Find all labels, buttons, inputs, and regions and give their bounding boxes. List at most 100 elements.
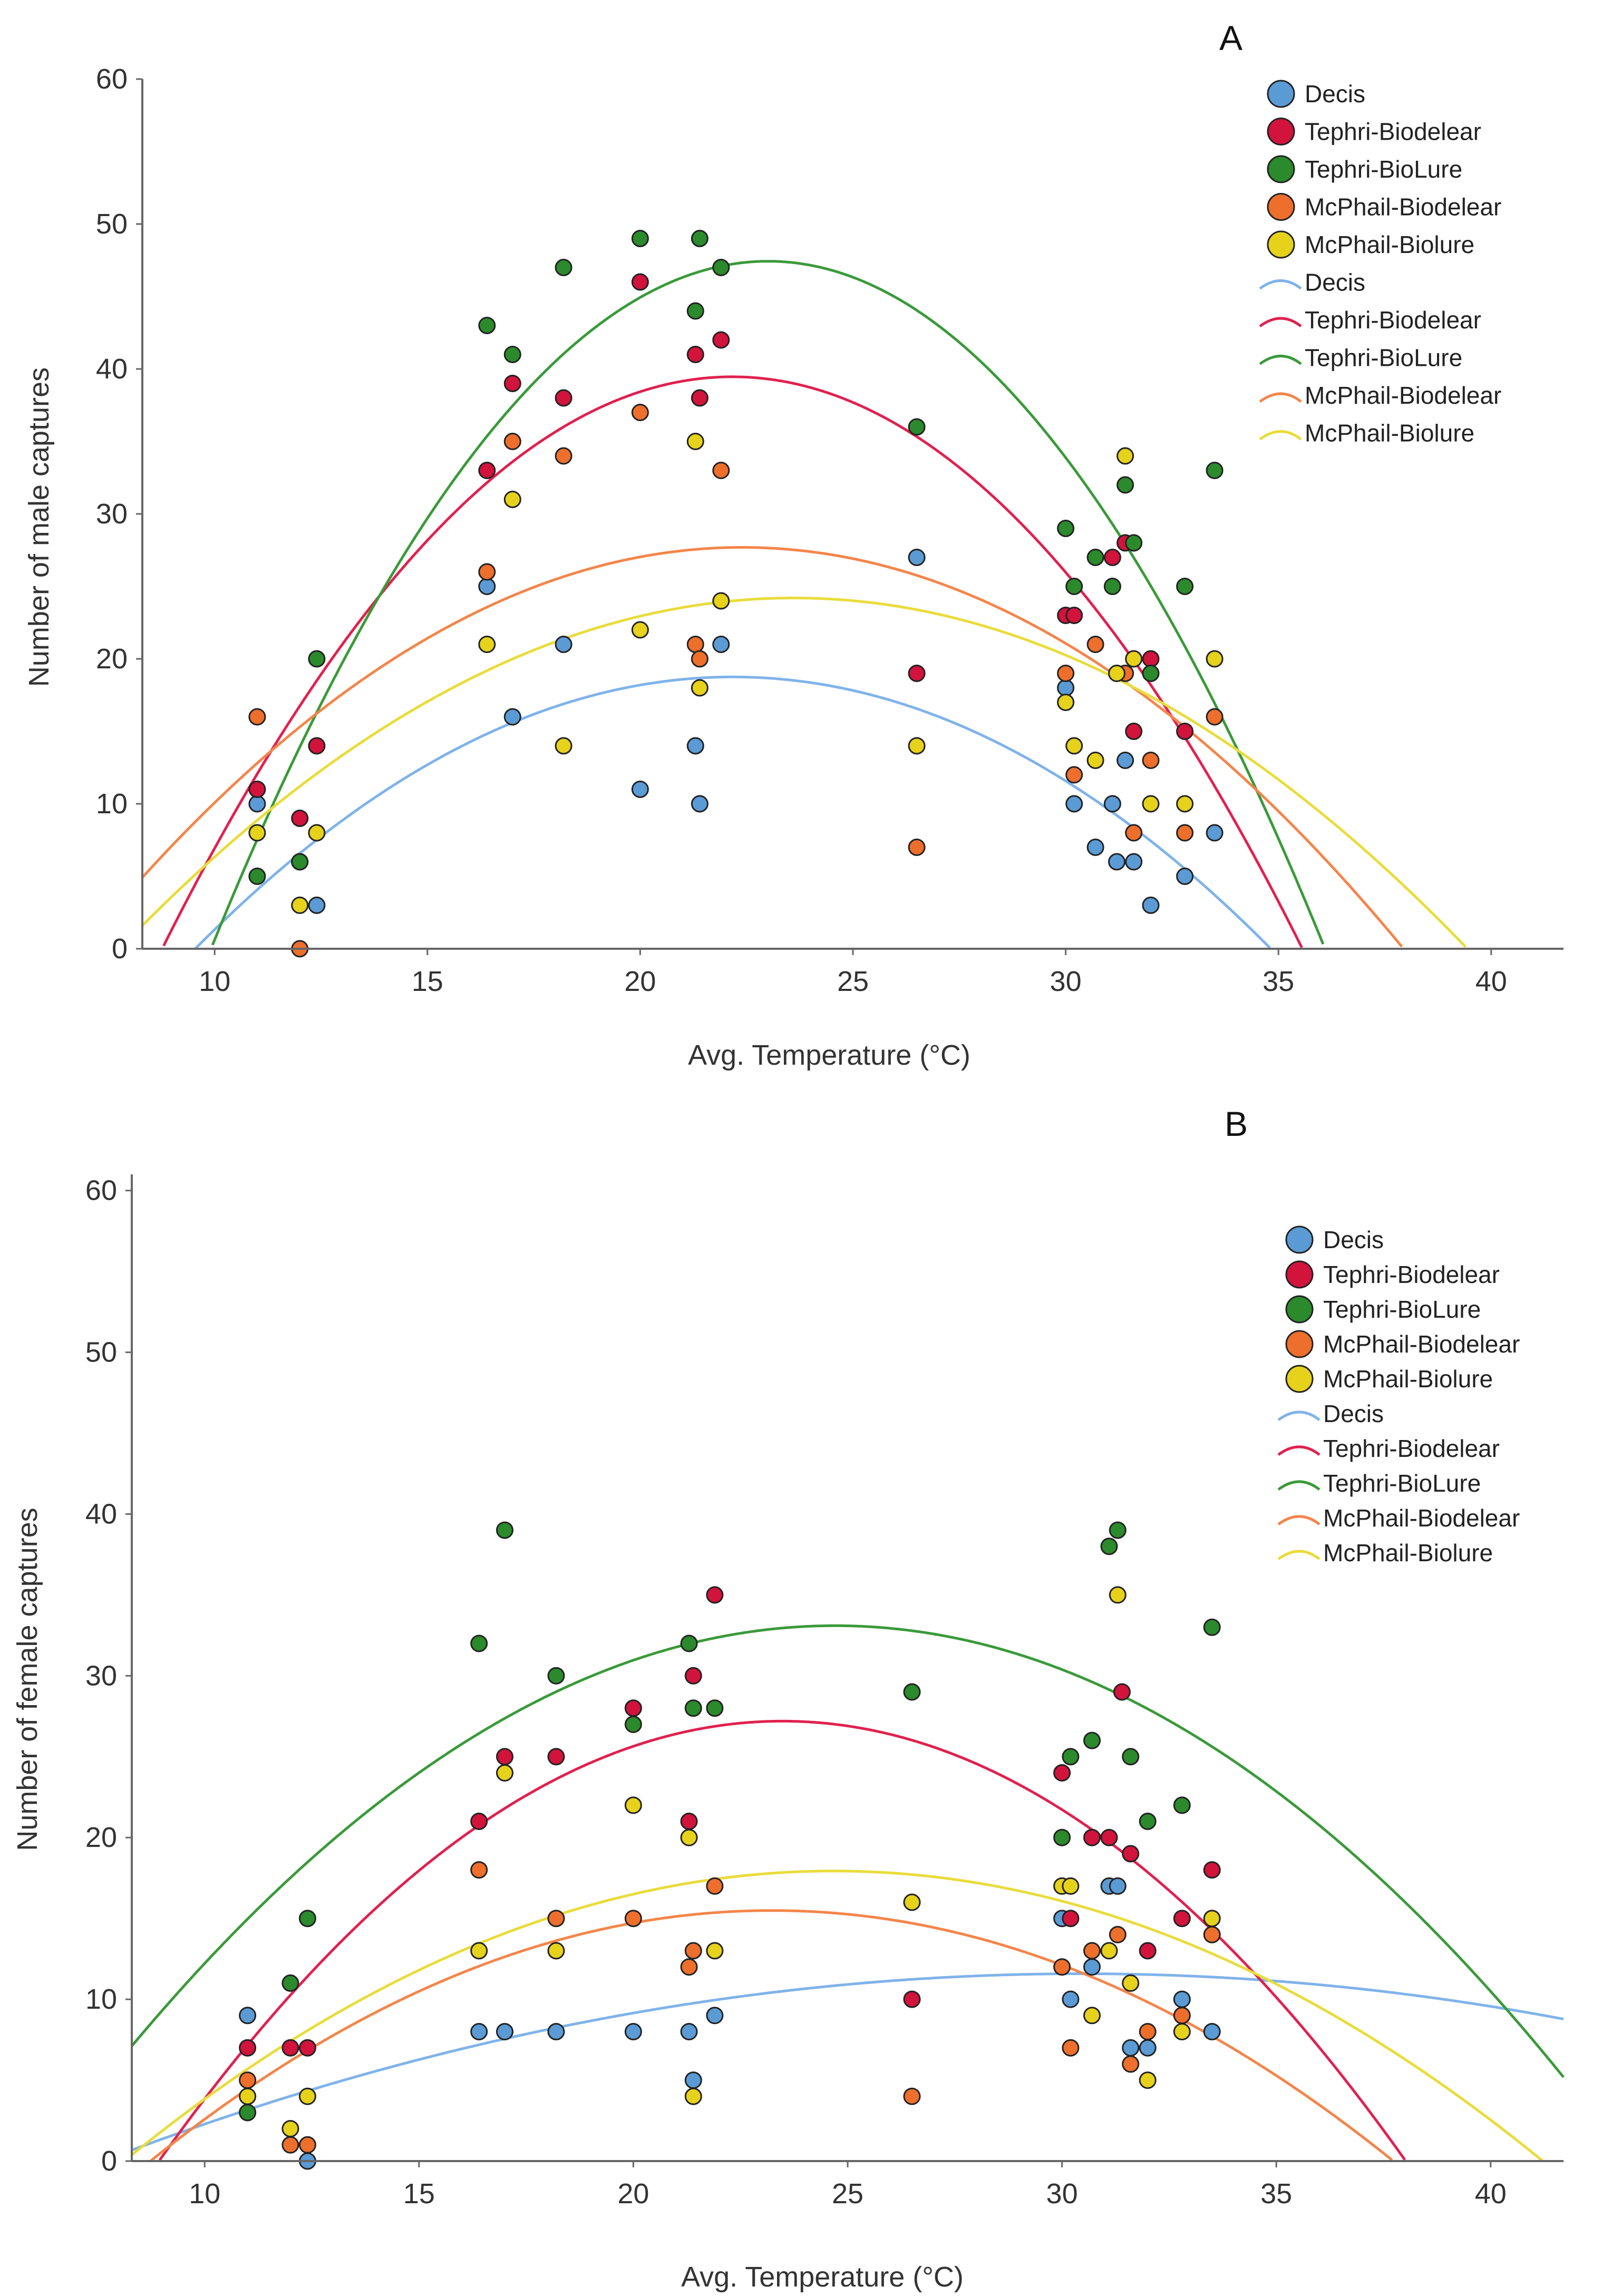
data-point-mcphail-biodelear (1203, 1925, 1221, 1943)
legend-marker-tephri-biodelear (1267, 118, 1295, 145)
data-point-mcphail-biodelear (478, 563, 496, 581)
panel-b-chart: B 0 10 20 30 40 50 60 10 15 20 25 30 35 40 Avg. Tempe… (12, 1104, 1565, 2293)
data-point-tephri-biolure (478, 317, 496, 334)
x-tick-label: 40 (1475, 2178, 1507, 2210)
data-point-mcphail-biodelear (1206, 708, 1224, 726)
data-point-decis (1057, 679, 1075, 697)
legend-marker-tephri-biodelear (1285, 1260, 1314, 1289)
legend-marker-tephri-biolure (1267, 155, 1295, 183)
data-point-decis (691, 795, 708, 813)
data-point-mcphail-biolure (1057, 694, 1075, 711)
data-point-mcphail-biolure (686, 433, 704, 450)
data-point-tephri-biodelear (908, 665, 926, 682)
data-point-mcphail-biodelear (631, 404, 649, 421)
legend-label: Decis (1305, 269, 1365, 296)
data-point-decis (1176, 868, 1194, 885)
data-point-tephri-biodelear (712, 331, 730, 349)
data-point-mcphail-biolure (1086, 752, 1104, 769)
data-point-tephri-biolure (903, 1683, 921, 1701)
data-point-decis (1173, 1990, 1191, 2008)
data-point-tephri-biolure (1103, 578, 1121, 595)
legend-marker-mcphail-biolure (1285, 1365, 1314, 1393)
data-point-mcphail-biolure (684, 2087, 702, 2105)
legend-label: Tephri-BioLure (1323, 1470, 1481, 1497)
data-point-tephri-biolure (706, 1699, 724, 1717)
panel-b-axes: 0 10 20 30 40 50 60 10 15 20 25 30 35 40 (85, 1174, 1564, 2210)
data-point-tephri-biolure (1057, 520, 1075, 537)
legend-label: McPhail-Biolure (1305, 420, 1474, 447)
legend-line-tephri-biolure (1259, 355, 1302, 365)
data-point-mcphail-biodelear (1109, 1925, 1127, 1943)
data-point-tephri-biodelear (684, 1667, 702, 1685)
data-point-tephri-biolure (555, 259, 572, 276)
data-point-mcphail-biolure (1109, 1586, 1127, 1604)
data-point-decis (496, 2023, 513, 2040)
legend-label: Decis (1305, 80, 1365, 108)
fit-curve-mcphail-biolure (131, 1870, 1543, 2162)
data-point-mcphail-biolure (281, 2120, 299, 2138)
data-point-mcphail-biolure (1122, 1974, 1140, 1992)
legend-line-decis (1277, 1410, 1321, 1422)
data-point-mcphail-biolure (1125, 650, 1143, 668)
data-point-decis (631, 781, 649, 798)
fit-curve-tephri-biolure (131, 1624, 1565, 2078)
legend-label: McPhail-Biodelear (1323, 1330, 1520, 1358)
data-point-mcphail-biodelear (908, 839, 926, 856)
data-point-mcphail-biolure (1206, 650, 1224, 668)
data-point-tephri-biodelear (308, 737, 326, 755)
data-point-mcphail-biolure (1176, 795, 1194, 813)
fit-curve-tephri-biolure (211, 260, 1325, 946)
data-point-decis (1206, 824, 1224, 842)
data-point-tephri-biolure (1176, 578, 1194, 595)
data-point-mcphail-biodelear (1057, 665, 1075, 682)
data-point-tephri-biolure (908, 418, 926, 436)
panel-a-legend: Decis Tephri-Biodelear Tephri-BioLure McPha… (1259, 80, 1501, 447)
data-point-decis (1103, 795, 1121, 813)
legend-line-decis (1259, 279, 1302, 290)
data-point-tephri-biodelear (248, 781, 266, 798)
legend-label: McPhail-Biolure (1323, 1365, 1493, 1393)
data-point-mcphail-biodelear (281, 2136, 299, 2154)
data-point-mcphail-biolure (1142, 795, 1160, 813)
data-point-tephri-biolure (1142, 665, 1160, 682)
data-point-tephri-biodelear (1125, 723, 1143, 740)
data-point-tephri-biolure (1139, 1813, 1157, 1830)
data-point-mcphail-biolure (1173, 2023, 1191, 2040)
data-point-tephri-biodelear (1142, 650, 1160, 668)
data-point-tephri-biolure (1173, 1796, 1191, 1814)
x-tick-label: 25 (832, 2178, 863, 2210)
panel-b-y-axis-label: Number of female captures (12, 1507, 43, 1851)
legend-label: Tephri-BioLure (1323, 1296, 1481, 1323)
panel-a-axes: 0 10 20 30 40 50 60 10 15 20 25 30 35 40 (96, 63, 1564, 997)
y-tick-label: 30 (96, 498, 128, 530)
y-tick-label: 0 (101, 2145, 117, 2177)
x-tick-label: 35 (1260, 2178, 1292, 2210)
data-point-tephri-biolure (291, 853, 309, 871)
data-point-tephri-biodelear (680, 1813, 698, 1830)
data-point-mcphail-biolure (470, 1942, 488, 1960)
data-point-tephri-biodelear (1083, 1828, 1101, 1846)
data-point-tephri-biodelear (903, 1990, 921, 2008)
data-point-mcphail-biolure (1062, 1877, 1080, 1895)
data-point-tephri-biolure (547, 1667, 565, 1685)
data-point-tephri-biodelear (706, 1586, 724, 1604)
x-tick-label: 30 (1046, 2178, 1078, 2210)
data-point-tephri-biolure (503, 346, 521, 363)
data-point-mcphail-biodelear (298, 2136, 316, 2154)
legend-marker-mcphail-biodelear (1267, 193, 1295, 221)
data-point-mcphail-biolure (624, 1796, 642, 1814)
data-point-mcphail-biodelear (1142, 752, 1160, 769)
data-point-tephri-biolure (1100, 1538, 1118, 1555)
data-point-mcphail-biodelear (686, 636, 704, 653)
data-point-tephri-biolure (691, 230, 708, 247)
legend-label: Tephri-Biodelear (1305, 306, 1481, 334)
fit-curve-tephri-biodelear (158, 1719, 1406, 2161)
legend-marker-mcphail-biodelear (1285, 1330, 1314, 1358)
data-point-decis (1109, 1877, 1127, 1895)
y-tick-label: 40 (96, 353, 128, 385)
y-tick-label: 0 (112, 933, 128, 965)
data-point-decis (470, 2023, 488, 2040)
data-point-mcphail-biodelear (1122, 2055, 1140, 2073)
fit-curve-decis (195, 675, 1271, 950)
data-point-tephri-biodelear (281, 2039, 299, 2057)
